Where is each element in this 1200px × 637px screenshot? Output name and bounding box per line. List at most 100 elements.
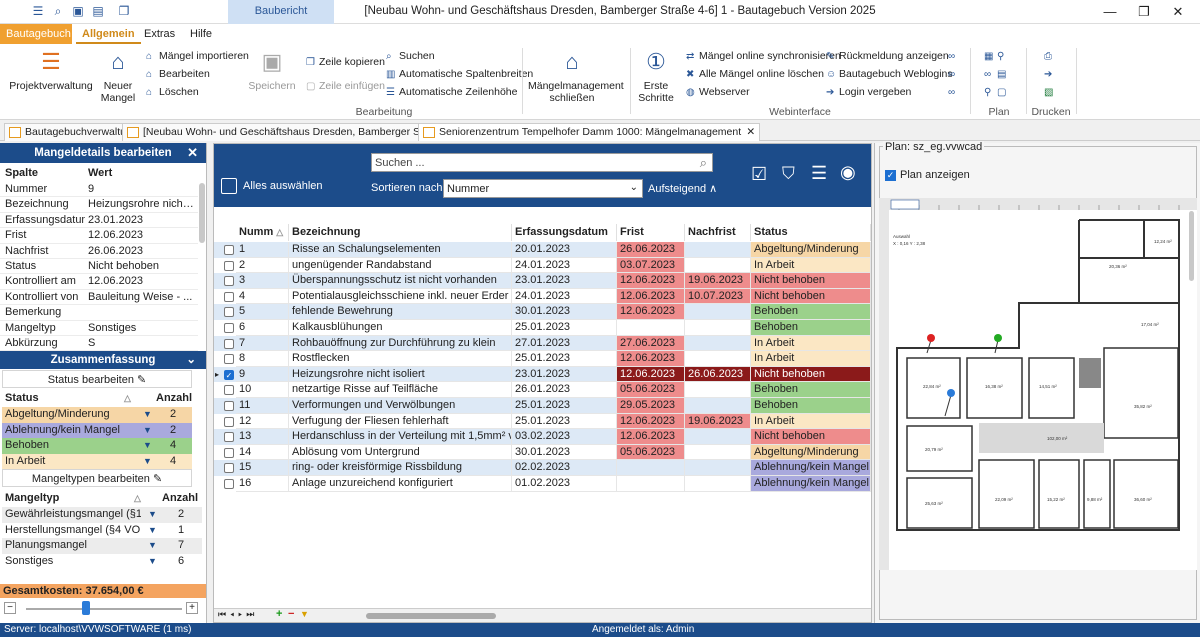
doc-tab-bautagebuchverwaltung[interactable]: Bautagebuchverwaltung: [4, 123, 145, 141]
cell-bez[interactable]: Herdanschluss in der Verteilung mit 1,5m…: [289, 429, 512, 445]
speichern-button[interactable]: ▣ Speichern: [248, 49, 296, 92]
detail-row[interactable]: Kontrolliert am 12.06.2023: [0, 274, 198, 290]
col-header-frist[interactable]: Frist: [617, 224, 685, 241]
horizontal-scrollbar[interactable]: [366, 613, 496, 619]
cell-erf[interactable]: 30.01.2023: [512, 304, 617, 320]
detail-value[interactable]: S: [88, 337, 96, 349]
cell-bez[interactable]: Verformungen und Verwölbungen: [289, 398, 512, 414]
suchen-button[interactable]: ⌕ Suchen: [386, 48, 435, 65]
table-row[interactable]: 14 Ablösung vom Untergrund 30.01.2023 05.06…: [214, 444, 871, 461]
cell-nach[interactable]: [685, 444, 751, 461]
webserver-button[interactable]: ◍ Webserver: [686, 84, 750, 101]
cell-frist[interactable]: [617, 476, 685, 492]
table-row[interactable]: 5 fehlende Bewehrung 30.01.2023 12.06.2023 B…: [214, 304, 871, 320]
cell-frist[interactable]: 29.05.2023: [617, 398, 685, 414]
cell-nach[interactable]: [685, 429, 751, 445]
cell-erf[interactable]: 27.01.2023: [512, 335, 617, 352]
detail-row[interactable]: Erfassungsdatum 23.01.2023: [0, 213, 198, 229]
col-header-status[interactable]: Status: [751, 224, 871, 241]
zeile-kopieren-button[interactable]: ❐ Zeile kopieren: [306, 54, 385, 71]
tab-bautagebuch[interactable]: Bautagebuch: [0, 24, 72, 44]
loeschen-button[interactable]: ⌂ Löschen: [146, 84, 199, 101]
close-panel-icon[interactable]: ✕: [187, 145, 198, 160]
detail-value[interactable]: Heizungsrohre nicht...: [88, 198, 194, 211]
row-checkbox[interactable]: [224, 416, 234, 427]
weblogins-button[interactable]: ☺ Bautagebuch Weblogins: [826, 66, 953, 83]
filter-icon[interactable]: ▼: [143, 455, 152, 466]
cell-frist[interactable]: 27.06.2023: [617, 335, 685, 352]
cell-bez[interactable]: Potentialausgleichsschiene inkl. neuer E…: [289, 288, 512, 305]
row-checkbox[interactable]: [224, 432, 234, 443]
record-nav-buttons[interactable]: ⏮◂▸⏭: [218, 609, 259, 619]
row-checkbox[interactable]: [224, 323, 234, 333]
table-row[interactable]: 15 ring- oder kreisförmige Rissbildung 02.…: [214, 460, 871, 476]
detail-value[interactable]: 26.06.2023: [88, 244, 144, 257]
export-icon[interactable]: ▤: [92, 4, 104, 18]
cell-bez[interactable]: Ablösung vom Untergrund: [289, 444, 512, 461]
sync-button[interactable]: ⇄ Mängel online synchronisieren: [686, 48, 841, 65]
type-summary-row[interactable]: Gewährleistungsmangel (§13 ... ▼ 2: [2, 507, 202, 523]
row-checkbox[interactable]: [224, 463, 234, 474]
detail-row[interactable]: Frist 12.06.2023: [0, 228, 198, 244]
row-checkbox[interactable]: ✓: [224, 369, 234, 380]
cell-bez[interactable]: netzartige Risse auf Teilfläche: [289, 382, 512, 398]
cell-erf[interactable]: 25.01.2023: [512, 413, 617, 430]
status-summary-row[interactable]: In Arbeit ▼ 4: [2, 453, 192, 469]
cell-nach[interactable]: [685, 476, 751, 492]
cell-nr[interactable]: 13: [236, 429, 289, 445]
cell-frist[interactable]: 12.06.2023: [617, 273, 685, 289]
cell-status[interactable]: Behoben: [751, 398, 871, 414]
link-icon-3[interactable]: ∞: [948, 87, 956, 98]
cell-bez[interactable]: ring- oder kreisförmige Rissbildung: [289, 460, 512, 476]
cell-frist[interactable]: [617, 320, 685, 336]
cell-erf[interactable]: 30.01.2023: [512, 444, 617, 461]
detail-row[interactable]: Nachfrist 26.06.2023: [0, 244, 198, 259]
plan-icon-3[interactable]: ⚲ ▢: [984, 87, 1007, 98]
cell-nach[interactable]: [685, 320, 751, 336]
cell-nach[interactable]: 19.06.2023: [685, 413, 751, 430]
bearbeiten-button[interactable]: ⌂ Bearbeiten: [146, 66, 210, 83]
table-row[interactable]: 6 Kalkausblühungen 25.01.2023 Behoben: [214, 320, 871, 336]
zoom-out-button[interactable]: −: [4, 602, 16, 614]
floor-plan-canvas[interactable]: Auswahl X : 0,16 Y : 2,38 12,24 m² 20,36…: [879, 198, 1197, 570]
cell-nr[interactable]: 11: [236, 398, 289, 414]
cell-bez[interactable]: Risse an Schalungselementen: [289, 242, 512, 258]
detail-value[interactable]: 9: [88, 183, 95, 195]
doc-tab-seniorenzentrum[interactable]: Seniorenzentrum Tempelhofer Damm 1000: M…: [418, 123, 761, 141]
cell-nr[interactable]: 5: [236, 304, 289, 320]
table-row[interactable]: 1 Risse an Schalungselementen 20.01.2023 26…: [214, 242, 871, 258]
cell-nach[interactable]: [685, 351, 751, 367]
sort-icon[interactable]: △: [124, 393, 131, 403]
filter-icon[interactable]: ▼: [148, 524, 157, 535]
cell-frist[interactable]: [617, 460, 685, 476]
cell-nr[interactable]: 16: [236, 476, 289, 492]
cell-erf[interactable]: 02.02.2023: [512, 460, 617, 476]
col-header-nachfrist[interactable]: Nachfrist: [685, 224, 751, 241]
cell-nr[interactable]: 15: [236, 460, 289, 476]
zoom-in-button[interactable]: +: [186, 602, 198, 614]
delete-record-button[interactable]: −: [288, 608, 295, 620]
col-header-nummer[interactable]: Numm △: [236, 224, 289, 241]
table-row[interactable]: 10 netzartige Risse auf Teilfläche 26.01.2…: [214, 382, 871, 398]
zeile-einfuegen-button[interactable]: ▢ Zeile einfügen: [306, 78, 385, 95]
cell-nach[interactable]: [685, 398, 751, 414]
row-checkbox[interactable]: [224, 245, 234, 255]
cell-bez[interactable]: ungenügender Randabstand: [289, 257, 512, 274]
cell-nr[interactable]: 10: [236, 382, 289, 398]
erste-schritte-button[interactable]: ① Erste Schritte: [638, 49, 674, 104]
eye-icon[interactable]: ◉: [840, 162, 856, 182]
login-vergeben-button[interactable]: ➔ Login vergeben: [826, 84, 911, 101]
cell-nach[interactable]: [685, 460, 751, 476]
cell-status[interactable]: Ablehnung/kein Mangel: [751, 460, 871, 476]
row-checkbox[interactable]: [224, 479, 234, 489]
row-checkbox[interactable]: [224, 291, 234, 302]
save-icon[interactable]: ▣: [72, 4, 84, 18]
cell-status[interactable]: In Arbeit: [751, 413, 871, 430]
mangeltypen-bearbeiten-button[interactable]: Mangeltypen bearbeiten ✎: [2, 469, 192, 487]
detail-row[interactable]: Bemerkung: [0, 305, 198, 321]
cell-status[interactable]: Abgeltung/Minderung: [751, 242, 871, 258]
context-tab-baubericht[interactable]: Baubericht: [228, 0, 334, 24]
cell-nach[interactable]: [685, 382, 751, 398]
zoom-slider[interactable]: [26, 608, 182, 610]
sort-select[interactable]: Nummer ⌄: [443, 179, 643, 198]
